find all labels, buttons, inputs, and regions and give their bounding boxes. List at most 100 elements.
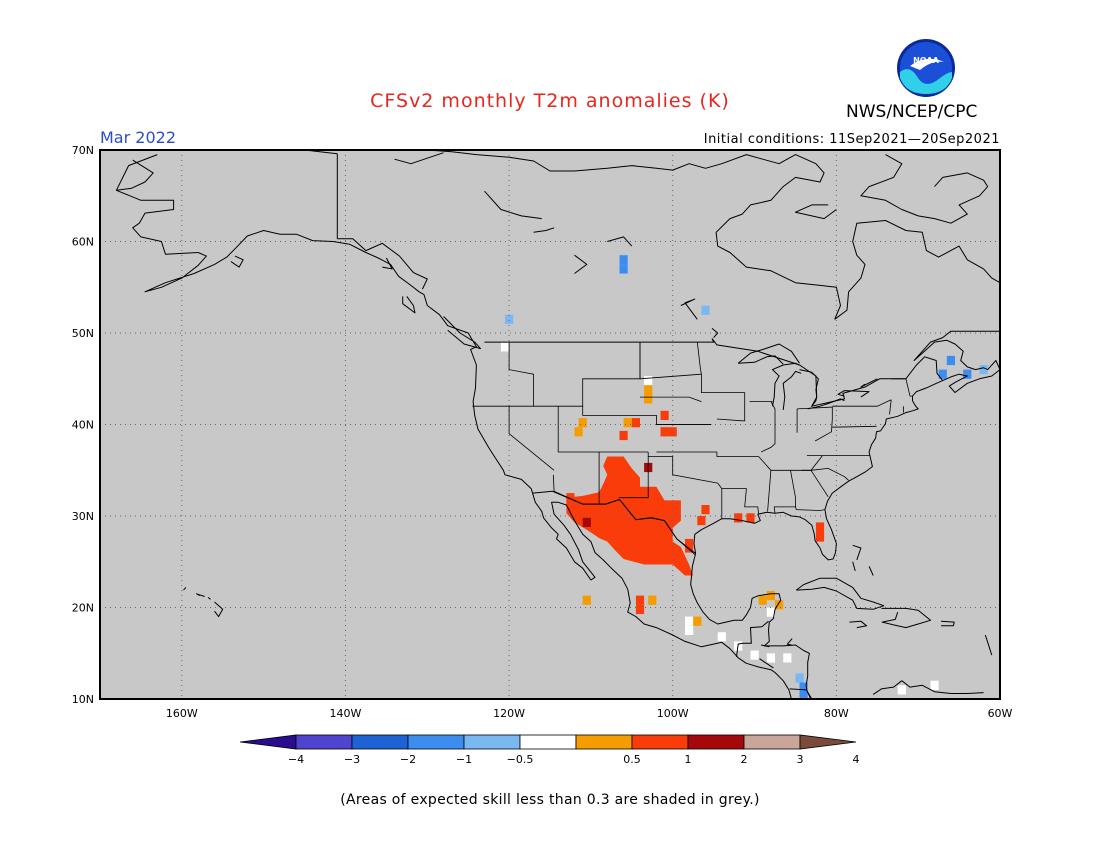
- political-boundaries: [336, 153, 944, 699]
- country-border: [484, 338, 944, 407]
- coastline: [984, 634, 993, 656]
- coastline: [941, 620, 955, 627]
- anomaly-cell: [795, 673, 804, 683]
- anomaly-region: [685, 538, 694, 553]
- anomaly-cell: [648, 595, 657, 605]
- country-border: [759, 658, 774, 669]
- state-border: [721, 488, 759, 515]
- colorbar-tick-label: −2: [400, 753, 416, 766]
- latitude-label: 20N: [72, 602, 94, 615]
- map-frame: [99, 149, 1001, 700]
- anomaly-cell: [619, 430, 628, 441]
- coastline: [574, 254, 588, 274]
- colorbar-swatch: [295, 734, 353, 750]
- coastline: [402, 296, 416, 314]
- coastline: [799, 369, 819, 407]
- coastline: [795, 204, 837, 220]
- anomaly-cells: [500, 255, 988, 699]
- coastlines: [115, 150, 1000, 699]
- colorbar-tick-label: 1: [685, 753, 692, 766]
- coastline: [868, 566, 874, 576]
- anomaly-cell: [644, 376, 653, 386]
- colorbar-swatch: [687, 734, 745, 750]
- coastline: [207, 597, 211, 600]
- anomaly-cell: [746, 513, 755, 523]
- longitude-label: 100W: [657, 707, 689, 720]
- noaa-logo: NOAA: [897, 39, 955, 97]
- skill-footnote: (Areas of expected skill less than 0.3 a…: [340, 792, 760, 808]
- anomaly-cell: [693, 616, 702, 626]
- noaa-logo-wave: [900, 69, 952, 94]
- state-border: [639, 373, 702, 380]
- noaa-logo-bird: [910, 58, 944, 70]
- colorbar-tick-label: 3: [797, 753, 804, 766]
- colorbar-tick-label: 2: [741, 753, 748, 766]
- anomaly-cell: [775, 600, 784, 610]
- coastline: [881, 607, 931, 629]
- colorbar: [239, 734, 857, 750]
- anomaly-cell: [783, 653, 792, 663]
- anomaly-cell: [635, 604, 645, 614]
- coastline: [737, 343, 800, 364]
- anomaly-cell: [701, 305, 710, 315]
- colorbar-high-arrow: [799, 734, 857, 750]
- coastline: [786, 638, 793, 646]
- coastline: [872, 680, 903, 695]
- latitude-label: 50N: [72, 327, 94, 340]
- colorbar-tick-label: −3: [344, 753, 360, 766]
- state-border: [508, 406, 555, 471]
- coastline: [533, 227, 555, 233]
- anomaly-cell: [758, 595, 767, 605]
- colorbar-tick-label: −1: [456, 753, 472, 766]
- longitude-labels: 160W 140W 120W 100W 80W 60W: [166, 707, 1013, 720]
- anomaly-cell: [701, 505, 710, 515]
- coastline: [115, 159, 794, 699]
- colorbar-tick-label: 4: [853, 753, 860, 766]
- colorbar-tick-label: 0.5: [623, 753, 641, 766]
- coastline: [177, 150, 180, 151]
- country-border: [806, 690, 812, 699]
- country-border: [789, 688, 807, 691]
- state-border: [891, 378, 913, 397]
- colorbar-swatch: [743, 734, 801, 750]
- state-border: [716, 418, 743, 422]
- coastline: [834, 220, 1000, 320]
- state-border: [832, 425, 877, 428]
- noaa-logo-text: NOAA: [913, 56, 939, 65]
- coastline: [738, 355, 784, 365]
- coastline: [196, 593, 205, 597]
- state-border: [760, 401, 776, 453]
- state-border: [810, 470, 829, 498]
- coastline: [690, 553, 813, 699]
- anomaly-cell: [979, 365, 988, 375]
- coastline: [427, 150, 841, 320]
- coastline: [999, 361, 1000, 363]
- state-border: [557, 406, 649, 453]
- initial-conditions-label: Initial conditions: 11Sep2021—20Sep2021: [703, 132, 1000, 147]
- anomaly-cell: [619, 264, 628, 274]
- coastline: [230, 255, 244, 268]
- anomaly-cell: [685, 625, 694, 635]
- coastline: [607, 236, 633, 247]
- chart-title: CFSv2 monthly T2m anomalies (K): [370, 90, 730, 112]
- state-border: [742, 392, 746, 422]
- anomaly-cell: [505, 314, 514, 324]
- coastline: [782, 370, 802, 410]
- anomaly-cell: [578, 418, 587, 428]
- anomaly-cell: [766, 607, 775, 617]
- coastline: [484, 190, 542, 220]
- anomaly-cell: [582, 595, 591, 605]
- anomaly-cell: [963, 369, 972, 379]
- anomaly-cell: [668, 427, 677, 437]
- coastline: [183, 587, 187, 591]
- latitude-label: 60N: [72, 236, 94, 249]
- coastline: [693, 330, 1000, 561]
- anomaly-cell: [574, 427, 583, 437]
- coastline: [860, 378, 878, 388]
- anomaly-cell: [930, 680, 939, 690]
- anomaly-cell: [734, 513, 743, 523]
- country-border: [736, 626, 762, 657]
- valid-month-label: Mar 2022: [100, 128, 176, 147]
- anomaly-cell: [697, 516, 706, 526]
- colorbar-swatch: [463, 734, 521, 750]
